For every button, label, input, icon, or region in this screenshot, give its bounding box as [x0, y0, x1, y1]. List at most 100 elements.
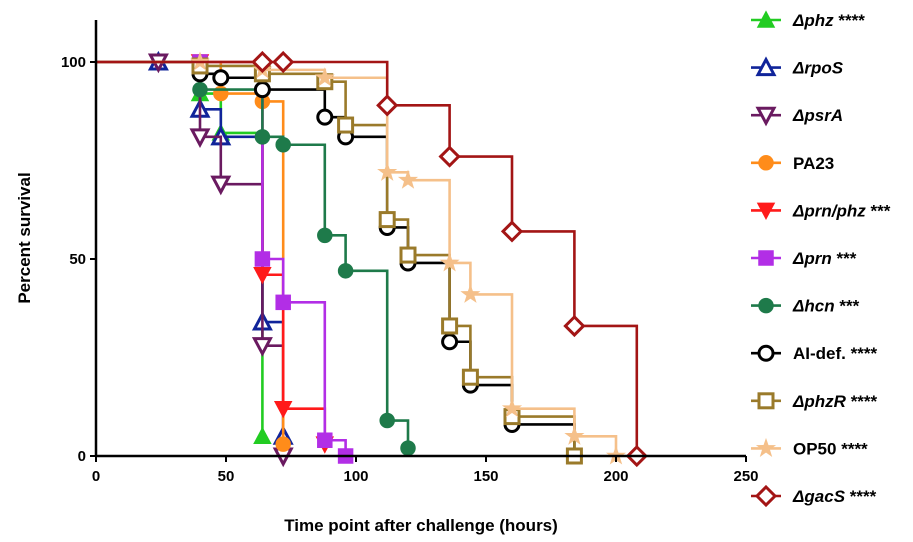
survival-step-line — [96, 60, 639, 456]
legend-item-delta-phz: Δphz **** — [751, 10, 865, 30]
legend-label: ΔpsrA — [792, 106, 843, 125]
legend-marker — [754, 484, 778, 508]
survival-step-line — [96, 60, 576, 456]
legend-marker — [757, 344, 775, 362]
legend-marker — [758, 155, 774, 171]
data-point — [317, 227, 333, 244]
data-point — [564, 425, 585, 445]
data-point — [272, 50, 295, 74]
data-point — [460, 283, 481, 303]
legend-marker — [757, 392, 775, 410]
data-point — [316, 108, 334, 126]
data-point — [563, 314, 586, 338]
data-point — [253, 267, 272, 285]
series-op50 — [96, 51, 627, 465]
survival-step-line — [96, 60, 264, 437]
legend-label: Δprn/phz *** — [792, 201, 891, 220]
legend-item-delta-prn-phz: Δprn/phz *** — [751, 201, 891, 220]
data-point — [441, 333, 459, 351]
data-point — [253, 426, 272, 445]
data-point — [275, 136, 291, 153]
data-point — [441, 317, 459, 335]
data-point — [254, 129, 271, 145]
x-tick-label: 50 — [218, 468, 235, 485]
legend-item-delta-prn: Δprn *** — [751, 249, 857, 268]
survival-step-line — [96, 60, 285, 437]
legend-label: OP50 **** — [793, 439, 868, 458]
x-axis-label: Time point after challenge (hours) — [284, 516, 558, 535]
legend-marker — [755, 437, 777, 457]
y-tick-label: 0 — [78, 448, 86, 465]
series-delta-phz — [96, 52, 272, 445]
legend-item-delta-psra: ΔpsrA — [751, 106, 843, 127]
legend-marker — [758, 250, 774, 266]
x-tick-label: 150 — [473, 468, 498, 485]
series-layer — [96, 50, 648, 468]
legend-label: PA23 — [793, 154, 834, 173]
data-point — [500, 220, 524, 243]
data-point — [461, 368, 479, 386]
x-tick-label: 200 — [603, 468, 628, 485]
data-point — [317, 432, 333, 448]
x-tick-label: 100 — [343, 468, 368, 485]
survival-step-line — [96, 60, 410, 449]
survival-step-line — [96, 60, 327, 445]
series-delta-gacs — [96, 50, 648, 468]
legend-label: ΔrpoS — [792, 59, 844, 78]
data-point — [377, 161, 398, 181]
legend: Δphz **** ΔrpoS ΔpsrA PA23 Δprn/phz *** Δprn … — [751, 10, 891, 508]
data-point — [210, 175, 232, 196]
data-point — [501, 398, 523, 418]
series-delta-prn — [96, 54, 354, 464]
survival-step-line — [96, 60, 618, 456]
ticks-layer: 0 50 100 150 200 250 0 50 100 — [61, 54, 759, 485]
data-point — [397, 169, 419, 189]
legend-label: Δphz **** — [792, 11, 865, 30]
legend-label: Δhcn *** — [792, 297, 860, 316]
data-point — [275, 436, 291, 452]
data-point — [399, 246, 417, 264]
data-point — [212, 69, 230, 87]
data-point — [400, 440, 416, 456]
data-point — [253, 81, 271, 99]
legend-item-delta-rpos: ΔrpoS — [751, 56, 844, 78]
data-point — [376, 94, 399, 117]
series-delta-prn-phz — [96, 54, 335, 454]
legend-item-ai-def: AI-def. **** — [751, 344, 877, 363]
data-point — [439, 252, 460, 272]
y-axis-label: Percent survival — [15, 172, 34, 303]
series-delta-phzr — [96, 57, 583, 465]
legend-item-delta-gacs: ΔgacS **** — [751, 484, 877, 508]
y-tick-label: 50 — [69, 251, 86, 268]
legend-item-delta-phzr: ΔphzR **** — [751, 392, 878, 411]
legend-marker — [756, 10, 776, 28]
data-point — [337, 116, 355, 134]
legend-item-op50: OP50 **** — [751, 437, 868, 458]
legend-marker — [755, 106, 777, 127]
data-point — [192, 81, 208, 98]
legend-label: ΔphzR **** — [792, 392, 878, 411]
legend-item-pa23: PA23 — [751, 154, 834, 173]
survival-step-line — [96, 60, 576, 456]
data-point — [251, 337, 273, 357]
data-point — [273, 400, 293, 419]
data-point — [379, 412, 395, 429]
data-point — [189, 128, 211, 149]
legend-label: ΔgacS **** — [792, 487, 877, 506]
legend-marker — [755, 56, 777, 77]
series-delta-hcn — [96, 60, 416, 456]
legend-marker — [758, 297, 774, 314]
y-tick-label: 100 — [61, 54, 86, 71]
data-point — [438, 145, 461, 168]
data-point — [337, 263, 354, 279]
legend-marker — [756, 202, 776, 220]
data-point — [275, 294, 291, 311]
legend-label: Δprn *** — [792, 249, 857, 268]
legend-item-delta-hcn: Δhcn *** — [751, 297, 860, 316]
data-point — [251, 50, 274, 74]
legend-label: AI-def. **** — [793, 344, 877, 363]
data-point — [378, 211, 396, 229]
axes-layer — [94, 20, 746, 458]
x-tick-label: 250 — [733, 468, 758, 485]
